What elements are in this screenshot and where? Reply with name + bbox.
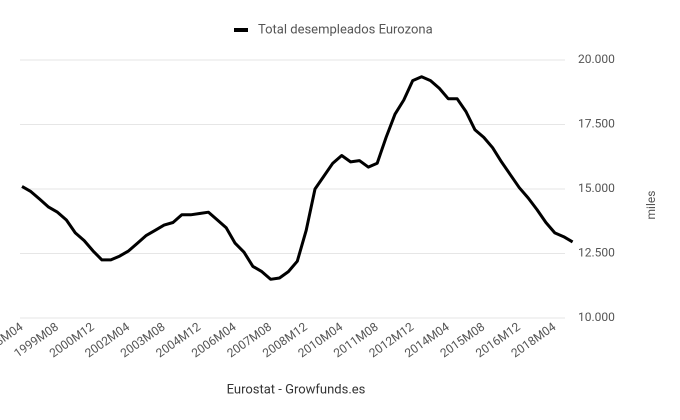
y-tick-label: 20.000: [578, 52, 615, 66]
y-axis-label: miles: [644, 191, 658, 220]
y-tick-label: 15.000: [578, 181, 615, 195]
y-tick-label: 12.500: [578, 246, 615, 260]
y-tick-label: 17.500: [578, 117, 615, 131]
legend-label: Total desempleados Eurozona: [258, 22, 433, 37]
line: [21, 75, 574, 281]
source: Eurostat - Growfunds.es: [227, 382, 366, 397]
y-tick-label: 10.000: [578, 310, 615, 324]
